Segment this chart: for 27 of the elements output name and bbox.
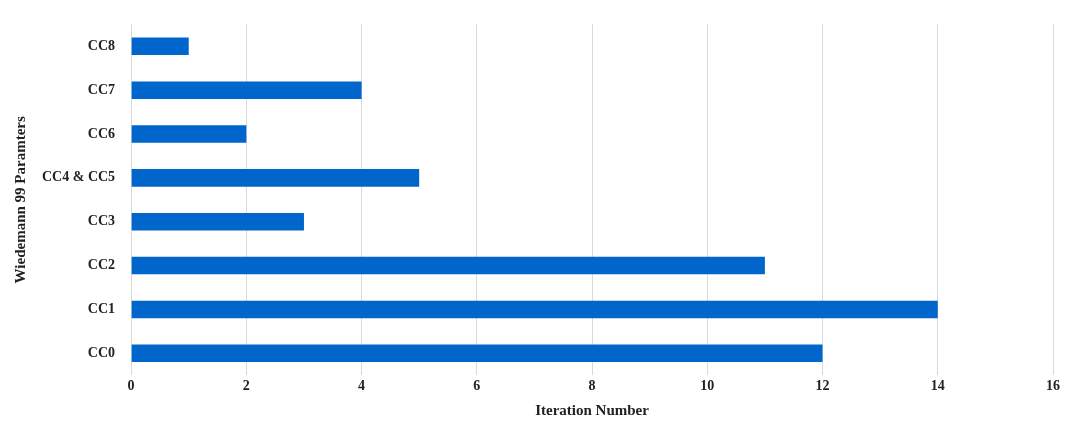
- x-tick-label: 4: [358, 378, 366, 394]
- y-tick-label: CC0: [87, 344, 116, 360]
- bar: [131, 81, 362, 99]
- x-tick-label: 2: [242, 378, 250, 394]
- y-tick-label: CC7: [87, 81, 116, 97]
- x-tick-label: 12: [815, 378, 830, 394]
- x-tick-label: 16: [1046, 378, 1060, 394]
- bar: [131, 212, 304, 231]
- y-tick-label: CC2: [87, 257, 116, 273]
- x-tick-label: 6: [473, 378, 481, 394]
- y-tick-label: CC1: [87, 301, 116, 317]
- x-tick-label: 8: [588, 378, 596, 394]
- bar: [131, 256, 765, 275]
- bar: [131, 344, 823, 363]
- bar: [131, 125, 247, 143]
- bar: [131, 300, 938, 319]
- bar: [131, 169, 420, 187]
- x-tick-label: 14: [930, 378, 945, 394]
- x-tick-label: 10: [700, 378, 715, 394]
- y-tick-label: CC8: [87, 37, 116, 53]
- y-tick-label: CC4 & CC5: [41, 169, 116, 185]
- x-axis-title: Iteration Number: [535, 401, 650, 418]
- x-tick-label: 0: [127, 378, 135, 394]
- y-tick-label: CC3: [87, 213, 116, 229]
- y-tick-label: CC6: [87, 125, 116, 141]
- y-axis-title: Wiedemann 99 Paramters: [11, 116, 28, 284]
- bar: [131, 37, 189, 56]
